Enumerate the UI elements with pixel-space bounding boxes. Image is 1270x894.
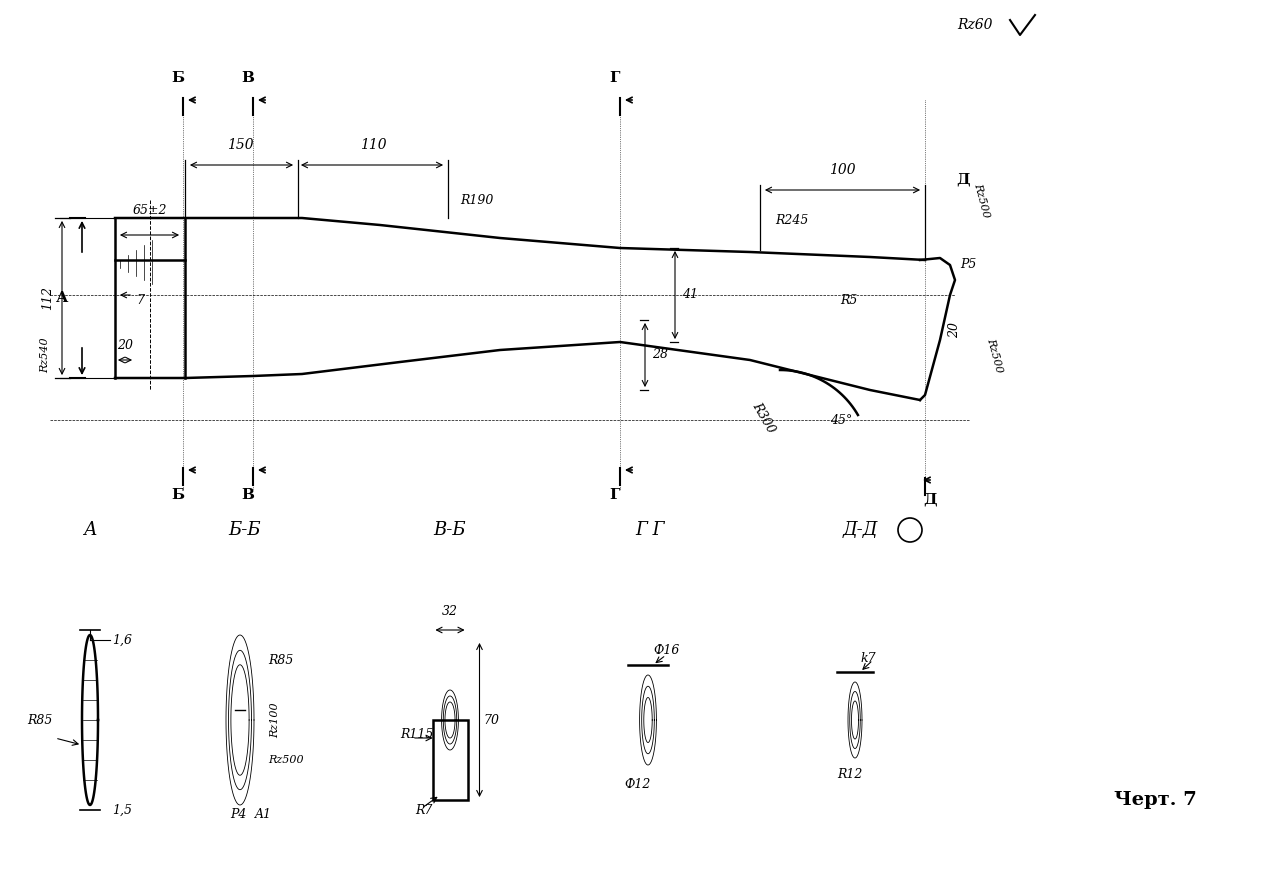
Text: P4: P4 xyxy=(230,808,246,822)
Text: Г: Г xyxy=(610,488,620,502)
Text: Д: Д xyxy=(923,493,937,507)
Text: R300: R300 xyxy=(751,401,779,435)
Text: А: А xyxy=(56,291,69,305)
Text: 45°: 45° xyxy=(831,414,852,426)
Text: 41: 41 xyxy=(682,289,698,301)
Text: R7: R7 xyxy=(415,804,432,816)
Text: Б-Б: Б-Б xyxy=(229,521,262,539)
Text: 65±2: 65±2 xyxy=(133,204,168,217)
Text: 110: 110 xyxy=(359,138,386,152)
Text: R85: R85 xyxy=(268,654,293,667)
Text: k7: k7 xyxy=(860,652,875,664)
Text: Г: Г xyxy=(610,71,620,85)
Text: 28: 28 xyxy=(652,349,668,361)
Text: Ф16: Ф16 xyxy=(653,644,679,656)
Text: 20: 20 xyxy=(947,322,961,338)
Text: 100: 100 xyxy=(829,163,856,177)
Text: 1,6: 1,6 xyxy=(112,634,132,646)
Bar xyxy=(433,720,467,800)
Text: 32: 32 xyxy=(442,605,458,618)
Text: R245: R245 xyxy=(775,214,809,226)
Text: R190: R190 xyxy=(460,193,493,207)
Text: Г Г: Г Г xyxy=(635,521,664,539)
Text: 70: 70 xyxy=(484,713,499,727)
Text: Rz500: Rz500 xyxy=(268,755,304,765)
Text: В: В xyxy=(241,71,254,85)
Text: A1: A1 xyxy=(255,808,272,822)
Text: Rz540: Rz540 xyxy=(39,337,50,373)
Text: 112: 112 xyxy=(42,286,55,310)
Text: Д: Д xyxy=(956,173,970,187)
Text: А: А xyxy=(84,521,97,539)
Text: Rz500: Rz500 xyxy=(972,181,991,218)
Text: В: В xyxy=(241,488,254,502)
Text: Б: Б xyxy=(171,488,184,502)
Text: Rz100: Rz100 xyxy=(271,702,279,738)
Text: Rz500: Rz500 xyxy=(986,336,1003,374)
Text: Rz60: Rz60 xyxy=(958,18,993,32)
Text: В-Б: В-Б xyxy=(433,521,466,539)
Text: 150: 150 xyxy=(227,138,254,152)
Text: 1,5: 1,5 xyxy=(112,804,132,816)
Text: R12: R12 xyxy=(837,769,862,781)
Text: R115: R115 xyxy=(400,729,433,741)
Text: R5: R5 xyxy=(839,293,857,307)
Text: Черт. 7: Черт. 7 xyxy=(1114,791,1196,809)
Text: Ф12: Ф12 xyxy=(625,779,652,791)
Text: 20: 20 xyxy=(117,339,133,352)
Text: R85: R85 xyxy=(28,713,52,727)
Text: Б: Б xyxy=(171,71,184,85)
Text: Д-Д: Д-Д xyxy=(842,521,878,539)
Text: 7: 7 xyxy=(136,293,144,307)
Text: P5: P5 xyxy=(960,258,977,272)
